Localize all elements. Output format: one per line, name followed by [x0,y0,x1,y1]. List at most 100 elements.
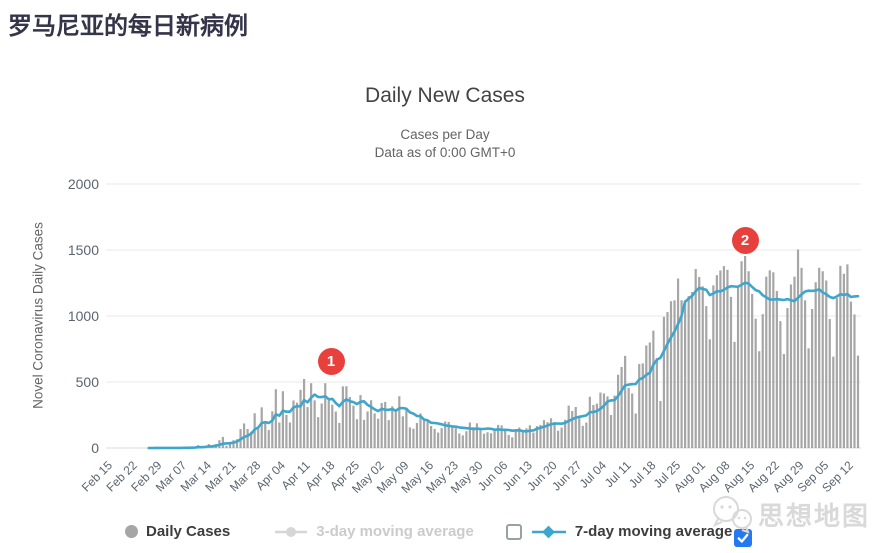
daily-cases-bar [320,403,323,448]
daily-cases-bar [461,435,464,448]
page-title: 罗马尼亚的每日新病例 [8,13,248,40]
chart-title: Daily New Cases [365,84,525,107]
daily-cases-bar [571,411,574,448]
daily-cases-bar [684,302,687,448]
daily-cases-bar [285,414,288,448]
daily-cases-bar [472,427,475,448]
daily-cases-bar [602,393,606,448]
daily-cases-bar [274,389,277,448]
daily-cases-bar [310,383,313,448]
daily-cases-bar [691,291,694,448]
daily-cases-bar [666,312,669,448]
daily-cases-bar [412,428,415,448]
daily-cases-bar [624,355,627,448]
daily-cases-bar [634,413,637,448]
daily-cases-bar [768,270,771,448]
daily-cases-bar [391,406,394,448]
daily-cases-bar [302,378,306,448]
legend-item-3day-average[interactable]: 3-day moving average [274,523,474,540]
daily-cases-bar [260,407,263,448]
daily-cases-bar [814,282,817,448]
daily-cases-bar [514,431,517,448]
daily-cases-bar [429,425,433,448]
daily-cases-bar [722,266,726,448]
daily-cases-bar [542,420,546,448]
daily-cases-bar [299,389,302,448]
daily-cases-bar [278,422,281,448]
daily-cases-bar [659,401,662,448]
daily-cases-bar [786,308,789,448]
daily-cases-bar [408,427,412,448]
daily-cases-bar [747,271,750,448]
daily-cases-bar [595,403,599,448]
daily-cases-bar [645,345,648,448]
daily-cases-bar [574,406,577,448]
daily-cases-bar [366,411,369,448]
daily-cases-bar [846,264,849,448]
daily-cases-bar [331,404,334,448]
daily-cases-bar [556,430,560,448]
checkmark-icon [737,533,749,543]
daily-cases-bar [772,272,775,448]
legend-item-daily-cases[interactable]: Daily Cases [125,523,230,540]
legend-7day-label: 7-day moving average [574,523,733,540]
daily-cases-bar [250,431,253,448]
daily-cases-bar [482,433,486,448]
daily-cases-bar [355,419,359,448]
daily-cases-bar [324,383,327,448]
daily-cases-bar [560,427,563,448]
daily-cases-bar [789,284,793,448]
ma3-marker-icon [275,526,308,537]
daily-cases-bar [504,430,507,448]
daily-cases-bar [609,415,613,448]
daily-cases-bar [712,285,715,448]
daily-cases-bar [546,422,549,448]
daily-cases-bar [362,419,366,448]
daily-cases-bar [246,428,249,448]
x-tick-label: Jul 18 [626,458,659,491]
y-tick-label: 500 [76,374,100,390]
daily-cases-bar [856,355,860,448]
chart-subtitle-cases-per-day: Cases per Day [400,127,490,142]
daily-cases-bar [821,271,824,448]
daily-cases-bar [842,273,845,448]
daily-cases-bar [405,408,408,448]
daily-cases-bar [458,433,461,448]
daily-cases-bar [616,374,620,448]
daily-cases-bar [489,433,493,448]
daily-cases-bar [437,432,440,448]
ma7-checkbox[interactable] [734,529,752,547]
daily-cases-bar [853,314,856,448]
y-tick-label: 1000 [68,308,99,324]
daily-cases-bar [377,418,380,448]
daily-cases-bar [348,397,352,448]
daily-cases-bar [468,422,471,448]
daily-cases-bar [384,401,387,448]
daily-cases-bar [694,269,697,448]
daily-cases-bar [451,425,454,448]
daily-cases-bar [511,437,514,448]
daily-cases-bar [228,443,232,448]
daily-cases-bar [729,296,733,448]
daily-cases-bar [398,396,401,448]
daily-cases-bar [232,440,235,448]
daily-cases-bar [581,425,584,448]
daily-cases-bar [698,277,701,448]
ma3-checkbox[interactable] [505,523,522,540]
daily-cases-bar [493,428,496,448]
daily-cases-bar [528,425,531,448]
daily-cases-bar [743,256,747,448]
daily-cases-bar [394,412,397,448]
daily-cases-bar [507,434,510,448]
daily-cases-bar [765,276,768,448]
daily-cases-bar [775,291,778,448]
chart-subtitle-data-as-of: Data as of 0:00 GMT+0 [374,145,516,160]
daily-cases-bar [549,418,553,448]
watermark-logo-icon [712,496,752,534]
daily-cases-bar [401,416,404,448]
x-tick-label: Jul 04 [577,458,610,491]
legend-item-7day-average[interactable]: 7-day moving average [531,523,733,540]
daily-cases-bar [800,267,803,448]
